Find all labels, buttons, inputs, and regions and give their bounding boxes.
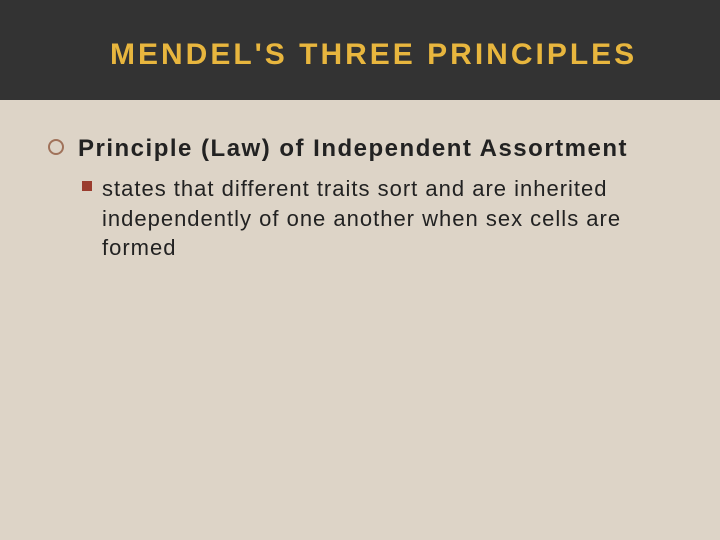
slide-title: MENDEL'S THREE PRINCIPLES	[0, 38, 720, 72]
bullet-text: states that different traits sort and ar…	[102, 174, 680, 263]
square-bullet-icon	[82, 181, 92, 191]
slide: MENDEL'S THREE PRINCIPLES Principle (Law…	[0, 0, 720, 540]
bullet-level2: states that different traits sort and ar…	[82, 174, 680, 263]
slide-body: Principle (Law) of Independent Assortmen…	[0, 100, 720, 263]
bullet-level1: Principle (Law) of Independent Assortmen…	[48, 134, 680, 164]
bullet-text: Principle (Law) of Independent Assortmen…	[78, 134, 628, 164]
header-band: MENDEL'S THREE PRINCIPLES	[0, 0, 720, 100]
open-circle-icon	[48, 139, 64, 155]
